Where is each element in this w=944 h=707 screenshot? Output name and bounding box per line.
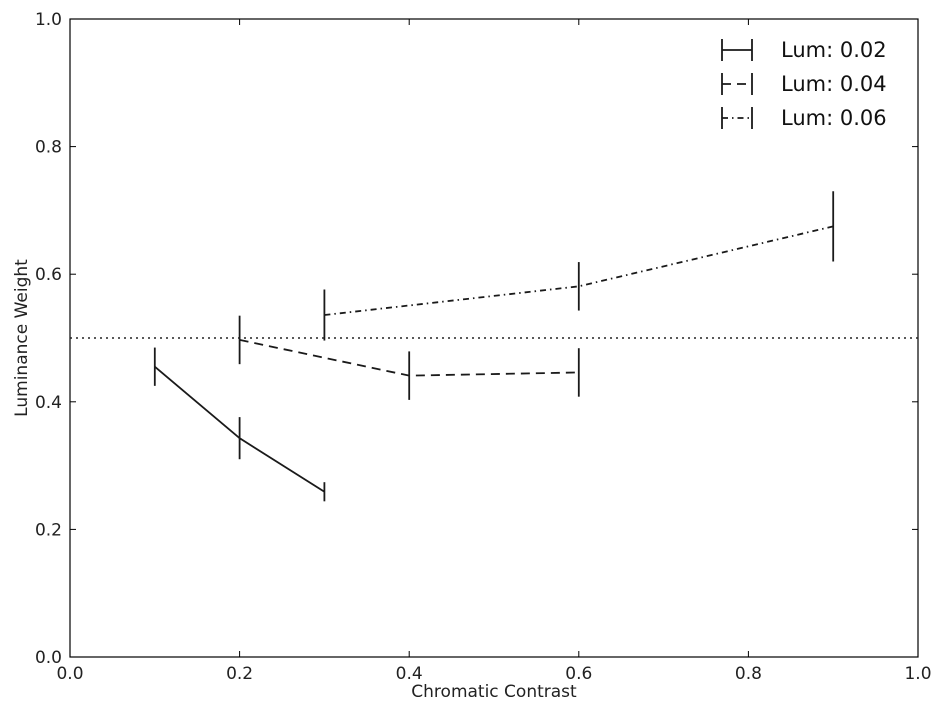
y-axis-label: Luminance Weight — [12, 259, 32, 417]
legend-label: Lum: 0.04 — [781, 72, 887, 96]
y-tick-label: 1.0 — [35, 10, 62, 30]
y-tick-label: 0.0 — [35, 648, 62, 668]
legend-item: Lum: 0.04 — [721, 72, 887, 96]
plot-frame — [69, 18, 919, 658]
legend-item: Lum: 0.02 — [721, 38, 887, 62]
series-2 — [238, 315, 580, 400]
x-tick-label: 0.0 — [56, 664, 83, 684]
y-tick-label: 0.8 — [35, 138, 62, 158]
series-3 — [323, 191, 835, 341]
legend-item: Lum: 0.06 — [721, 106, 887, 130]
axes-layer: 0.0 0.2 0.4 0.6 0.8 1.0 0.0 0.2 0.4 0.6 0.8 1.0 — [35, 10, 932, 684]
legend-label: Lum: 0.02 — [781, 38, 887, 62]
legend-label: Lum: 0.06 — [781, 106, 887, 130]
y-tick-label: 0.6 — [35, 265, 62, 285]
x-tick-label: 0.6 — [565, 664, 592, 684]
legend: Lum: 0.02 Lum: 0.04 Lum: 0.06 — [721, 38, 887, 130]
series-layer — [153, 191, 835, 502]
series-1 — [153, 347, 326, 502]
plot-area — [69, 18, 919, 658]
x-axis-label: Chromatic Contrast — [411, 682, 577, 702]
x-tick-label: 1.0 — [904, 664, 931, 684]
y-tick-label: 0.4 — [35, 393, 62, 413]
x-tick-label: 0.2 — [226, 664, 253, 684]
x-tick-label: 0.8 — [735, 664, 762, 684]
y-tick-label: 0.2 — [35, 520, 62, 540]
x-tick-label: 0.4 — [396, 664, 423, 684]
